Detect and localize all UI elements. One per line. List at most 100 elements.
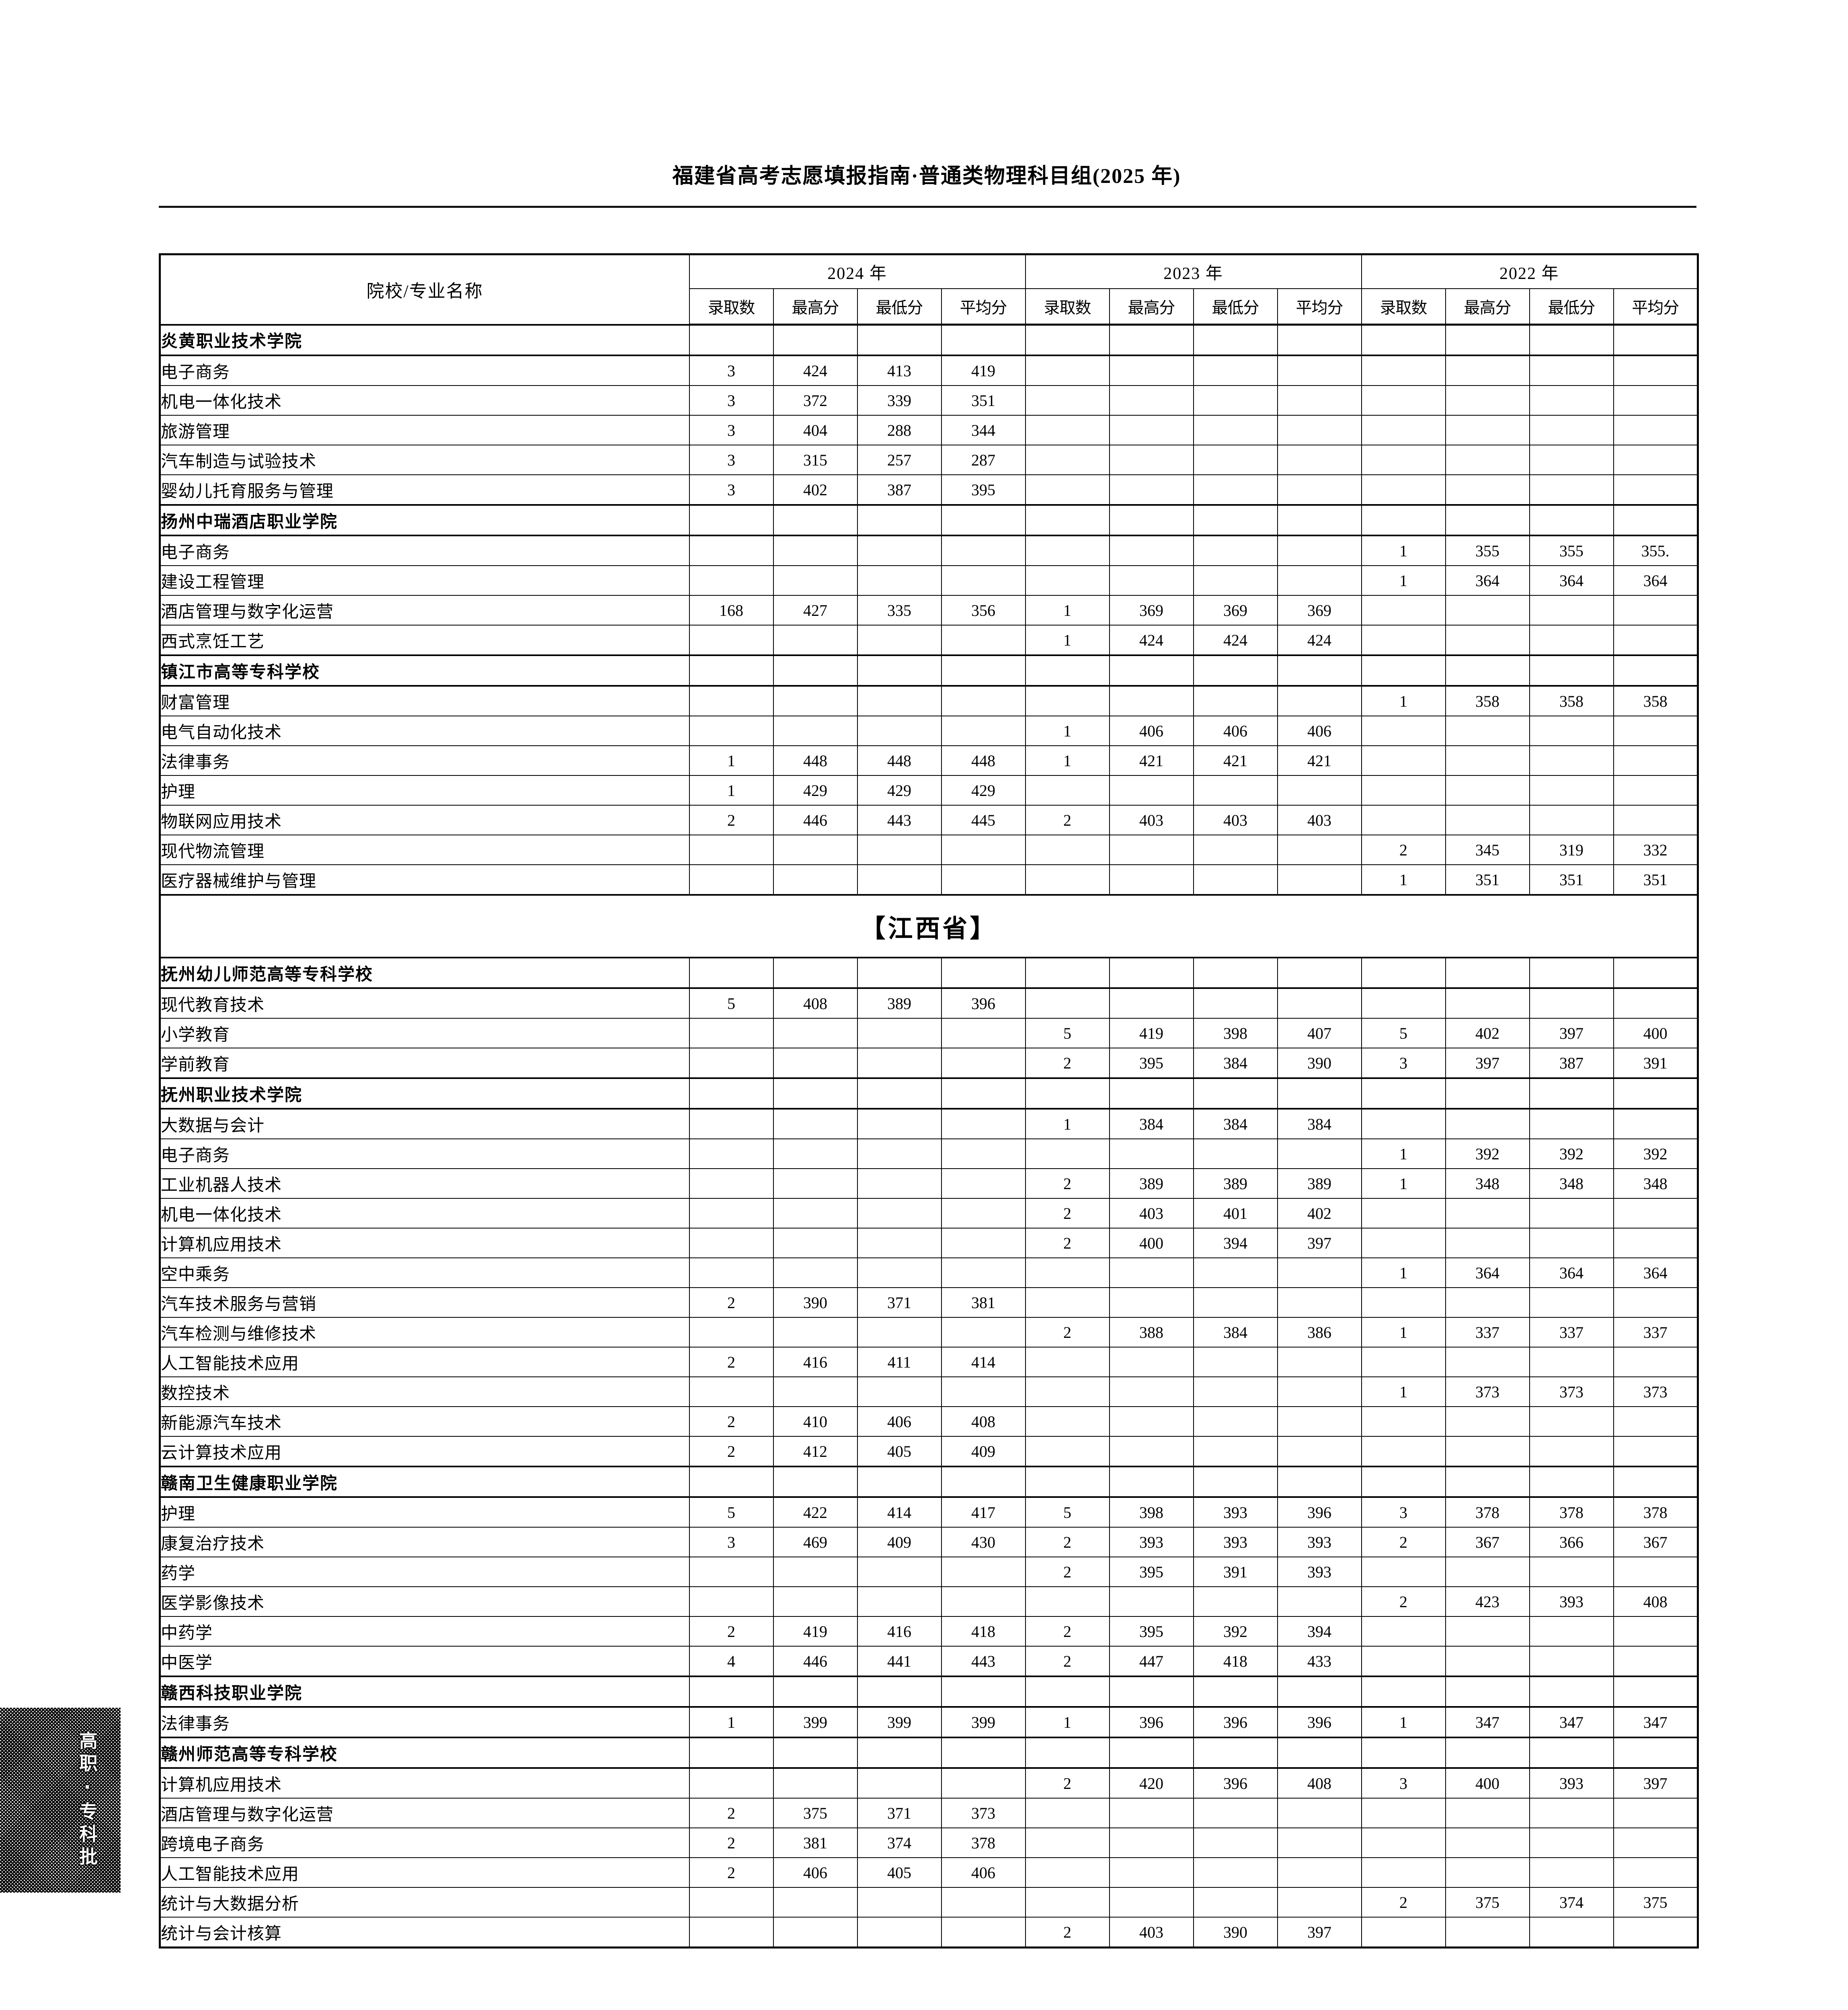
score-cell-2022-average: [1613, 474, 1698, 505]
score-cell-2023-highest: [1109, 1376, 1194, 1407]
score-cell-2023-highest: [1109, 324, 1194, 356]
score-cell-2024-average: 418: [941, 1616, 1026, 1647]
score-cell-2022-lowest: [1529, 1917, 1614, 1948]
score-cell-2023-lowest: [1193, 957, 1278, 989]
score-cell-2023-highest: 447: [1109, 1646, 1194, 1677]
score-cell-2023-average: [1277, 1436, 1362, 1467]
score-cell-2024-lowest: [857, 1466, 942, 1497]
score-cell-2022-highest: [1445, 1676, 1530, 1707]
score-cell-2024-lowest: [857, 1737, 942, 1768]
score-cell-2022-enrolled: [1361, 474, 1446, 505]
table-row: 西式烹饪工艺 1 424 424 424: [159, 625, 1698, 656]
score-cell-2024-lowest: [857, 565, 942, 596]
score-cell-2023-highest: [1109, 474, 1194, 505]
score-cell-2023-enrolled: 2: [1025, 1198, 1110, 1229]
score-cell-2023-lowest: 403: [1193, 805, 1278, 835]
score-cell-2023-lowest: [1193, 324, 1278, 356]
score-cell-2022-enrolled: 1: [1361, 1317, 1446, 1348]
major-name: 机电一体化技术: [159, 385, 690, 416]
table-row: 机电一体化技术 3 372 339 351: [159, 385, 1698, 416]
score-cell-2022-highest: 375: [1445, 1887, 1530, 1918]
score-cell-2023-average: [1277, 415, 1362, 445]
major-name: 现代物流管理: [159, 835, 690, 865]
score-cell-2022-average: [1613, 1466, 1698, 1497]
score-cell-2024-highest: [773, 1887, 858, 1918]
score-cell-2022-enrolled: 2: [1361, 835, 1446, 865]
score-cell-2024-lowest: 339: [857, 385, 942, 416]
score-cell-2024-enrolled: [689, 1168, 774, 1199]
score-cell-2022-highest: [1445, 415, 1530, 445]
score-cell-2022-highest: [1445, 1557, 1530, 1587]
score-cell-2024-lowest: 257: [857, 445, 942, 475]
score-cell-2022-highest: [1445, 595, 1530, 626]
score-cell-2022-average: [1613, 1616, 1698, 1647]
score-cell-2022-enrolled: [1361, 1077, 1446, 1109]
score-cell-2023-average: [1277, 1798, 1362, 1828]
score-cell-2024-lowest: [857, 1586, 942, 1617]
score-cell-2023-lowest: 384: [1193, 1048, 1278, 1079]
table-row: 医学影像技术 2 423 393 408: [159, 1586, 1698, 1617]
score-cell-2022-highest: [1445, 716, 1530, 746]
score-cell-2024-highest: [773, 1138, 858, 1169]
score-cell-2022-enrolled: [1361, 1917, 1446, 1948]
score-cell-2022-highest: [1445, 1857, 1530, 1888]
score-cell-2023-enrolled: [1025, 835, 1110, 865]
score-cell-2022-average: [1613, 775, 1698, 806]
score-cell-2022-lowest: [1529, 1676, 1614, 1707]
score-cell-2023-average: [1277, 324, 1362, 356]
score-cell-2022-highest: [1445, 1347, 1530, 1377]
score-cell-2024-enrolled: 2: [689, 1616, 774, 1647]
score-cell-2022-average: [1613, 1406, 1698, 1437]
score-cell-2022-lowest: 393: [1529, 1767, 1614, 1799]
table-header-year-row: 院校/专业名称 2024 年 2023 年 2022 年: [159, 254, 1698, 325]
score-cell-2023-lowest: [1193, 1887, 1278, 1918]
major-name: 汽车技术服务与营销: [159, 1287, 690, 1318]
score-cell-2022-average: 392: [1613, 1138, 1698, 1169]
score-cell-2023-lowest: 393: [1193, 1527, 1278, 1557]
score-cell-2024-average: 396: [941, 987, 1026, 1019]
table-row: 康复治疗技术 3 469 409 430 2 393 393 393 2 367 366 367: [159, 1527, 1698, 1557]
score-cell-2023-average: 386: [1277, 1317, 1362, 1348]
score-cell-2023-lowest: 424: [1193, 625, 1278, 656]
score-cell-2024-average: 445: [941, 805, 1026, 835]
score-cell-2022-average: [1613, 1917, 1698, 1948]
score-cell-2024-lowest: [857, 1376, 942, 1407]
table-row: 法律事务 1 399 399 399 1 396 396 396 1 347 347 347: [159, 1706, 1698, 1738]
score-cell-2022-lowest: 387: [1529, 1048, 1614, 1079]
score-cell-2024-enrolled: [689, 1586, 774, 1617]
score-cell-2024-average: 408: [941, 1406, 1026, 1437]
score-cell-2023-enrolled: [1025, 1586, 1110, 1617]
score-cell-2023-lowest: 418: [1193, 1646, 1278, 1677]
score-cell-2024-enrolled: [689, 1048, 774, 1079]
score-cell-2023-lowest: [1193, 1376, 1278, 1407]
major-name: 财富管理: [159, 685, 690, 716]
score-cell-2022-average: [1613, 1646, 1698, 1677]
score-cell-2024-highest: 419: [773, 1616, 858, 1647]
score-cell-2024-average: [941, 324, 1026, 356]
score-cell-2023-lowest: [1193, 1077, 1278, 1109]
score-cell-2024-highest: [773, 1198, 858, 1229]
score-cell-2024-enrolled: [689, 535, 774, 566]
score-cell-2024-highest: 416: [773, 1347, 858, 1377]
table-row: 旅游管理 3 404 288 344: [159, 415, 1698, 445]
score-cell-2023-average: [1277, 1287, 1362, 1318]
score-cell-2024-lowest: 414: [857, 1496, 942, 1528]
score-cell-2023-highest: 403: [1109, 1917, 1194, 1948]
score-cell-2024-lowest: 405: [857, 1857, 942, 1888]
score-cell-2024-highest: 315: [773, 445, 858, 475]
score-cell-2023-enrolled: 2: [1025, 1527, 1110, 1557]
score-cell-2024-average: 443: [941, 1646, 1026, 1677]
score-cell-2024-average: [941, 535, 1026, 566]
score-cell-2023-average: [1277, 835, 1362, 865]
score-cell-2024-enrolled: [689, 957, 774, 989]
score-cell-2024-enrolled: [689, 1198, 774, 1229]
table-row: 计算机应用技术 2 400 394 397: [159, 1228, 1698, 1258]
score-cell-2023-enrolled: 2: [1025, 1917, 1110, 1948]
score-cell-2022-lowest: [1529, 355, 1614, 386]
score-cell-2023-highest: 406: [1109, 716, 1194, 746]
table-row: 统计与会计核算 2 403 390 397: [159, 1917, 1698, 1948]
score-cell-2024-average: 448: [941, 745, 1026, 776]
score-cell-2023-lowest: 369: [1193, 595, 1278, 626]
score-cell-2023-lowest: [1193, 565, 1278, 596]
score-cell-2022-highest: 348: [1445, 1168, 1530, 1199]
